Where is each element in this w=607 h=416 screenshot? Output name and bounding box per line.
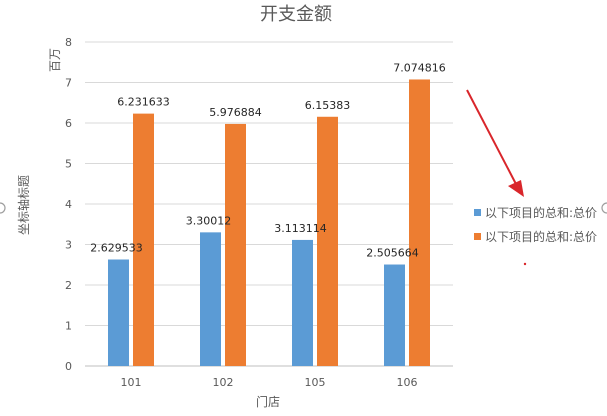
y-tick-label: 0 <box>65 360 72 373</box>
y-tick-label: 2 <box>65 279 72 292</box>
data-label: 7.074816 <box>393 61 446 74</box>
data-label: 3.113114 <box>274 222 327 235</box>
data-label: 2.505664 <box>366 247 419 260</box>
bar-series1-102[interactable] <box>200 232 221 366</box>
x-axis-title: 门店 <box>256 394 280 409</box>
y-tick-label: 7 <box>65 77 72 90</box>
chart-title: 开支金额 <box>260 4 332 25</box>
x-tick-label: 105 <box>305 376 326 389</box>
left-resize-handle[interactable] <box>0 202 6 214</box>
bar-series1-106[interactable] <box>384 264 405 366</box>
data-label: 6.231633 <box>117 96 170 109</box>
bar-series2-105[interactable] <box>317 116 338 366</box>
data-label: 2.629533 <box>90 242 143 255</box>
bar-series2-102[interactable] <box>225 123 246 367</box>
y-axis-unit-label: 百万 <box>48 48 62 72</box>
bar-series2-106[interactable] <box>409 79 430 366</box>
y-tick-label: 1 <box>65 320 72 333</box>
y-tick-label: 6 <box>65 117 72 130</box>
y-tick-label: 4 <box>65 198 72 211</box>
data-label: 3.30012 <box>186 214 232 227</box>
data-labels: 2.629533 6.231633 3.30012 5.976884 3.113114 6… <box>90 61 446 259</box>
legend-swatch-series2 <box>474 233 481 240</box>
annotation-arrow-head <box>508 180 524 197</box>
legend-label-series1[interactable]: 以下项目的总和:总价 <box>485 205 597 220</box>
legend-label-series2[interactable]: 以下项目的总和:总价 <box>485 229 597 244</box>
y-tick-label: 3 <box>65 239 72 252</box>
x-tick-label: 102 <box>213 376 234 389</box>
annotation-arrow-line <box>466 89 518 187</box>
bar-series1-105[interactable] <box>292 239 313 366</box>
bar-series2-101[interactable] <box>133 113 154 366</box>
bar-series1-101[interactable] <box>108 259 129 366</box>
right-resize-handle[interactable] <box>601 202 607 214</box>
x-tick-label: 101 <box>121 376 142 389</box>
legend-swatch-series1 <box>474 209 481 216</box>
x-axis-ticks: 101 102 105 106 <box>121 376 418 389</box>
annotation-dot <box>523 262 527 266</box>
data-label: 5.976884 <box>209 106 262 119</box>
y-tick-label: 5 <box>65 158 72 171</box>
y-tick-label: 8 <box>65 36 72 49</box>
y-axis-title: 坐标轴标题 <box>16 175 31 235</box>
annotation-arrow <box>466 89 527 266</box>
data-label: 6.15383 <box>305 99 351 112</box>
y-axis-ticks: 0 1 2 3 4 5 6 7 8 <box>65 36 72 373</box>
x-tick-label: 106 <box>397 376 418 389</box>
bars <box>108 79 430 367</box>
